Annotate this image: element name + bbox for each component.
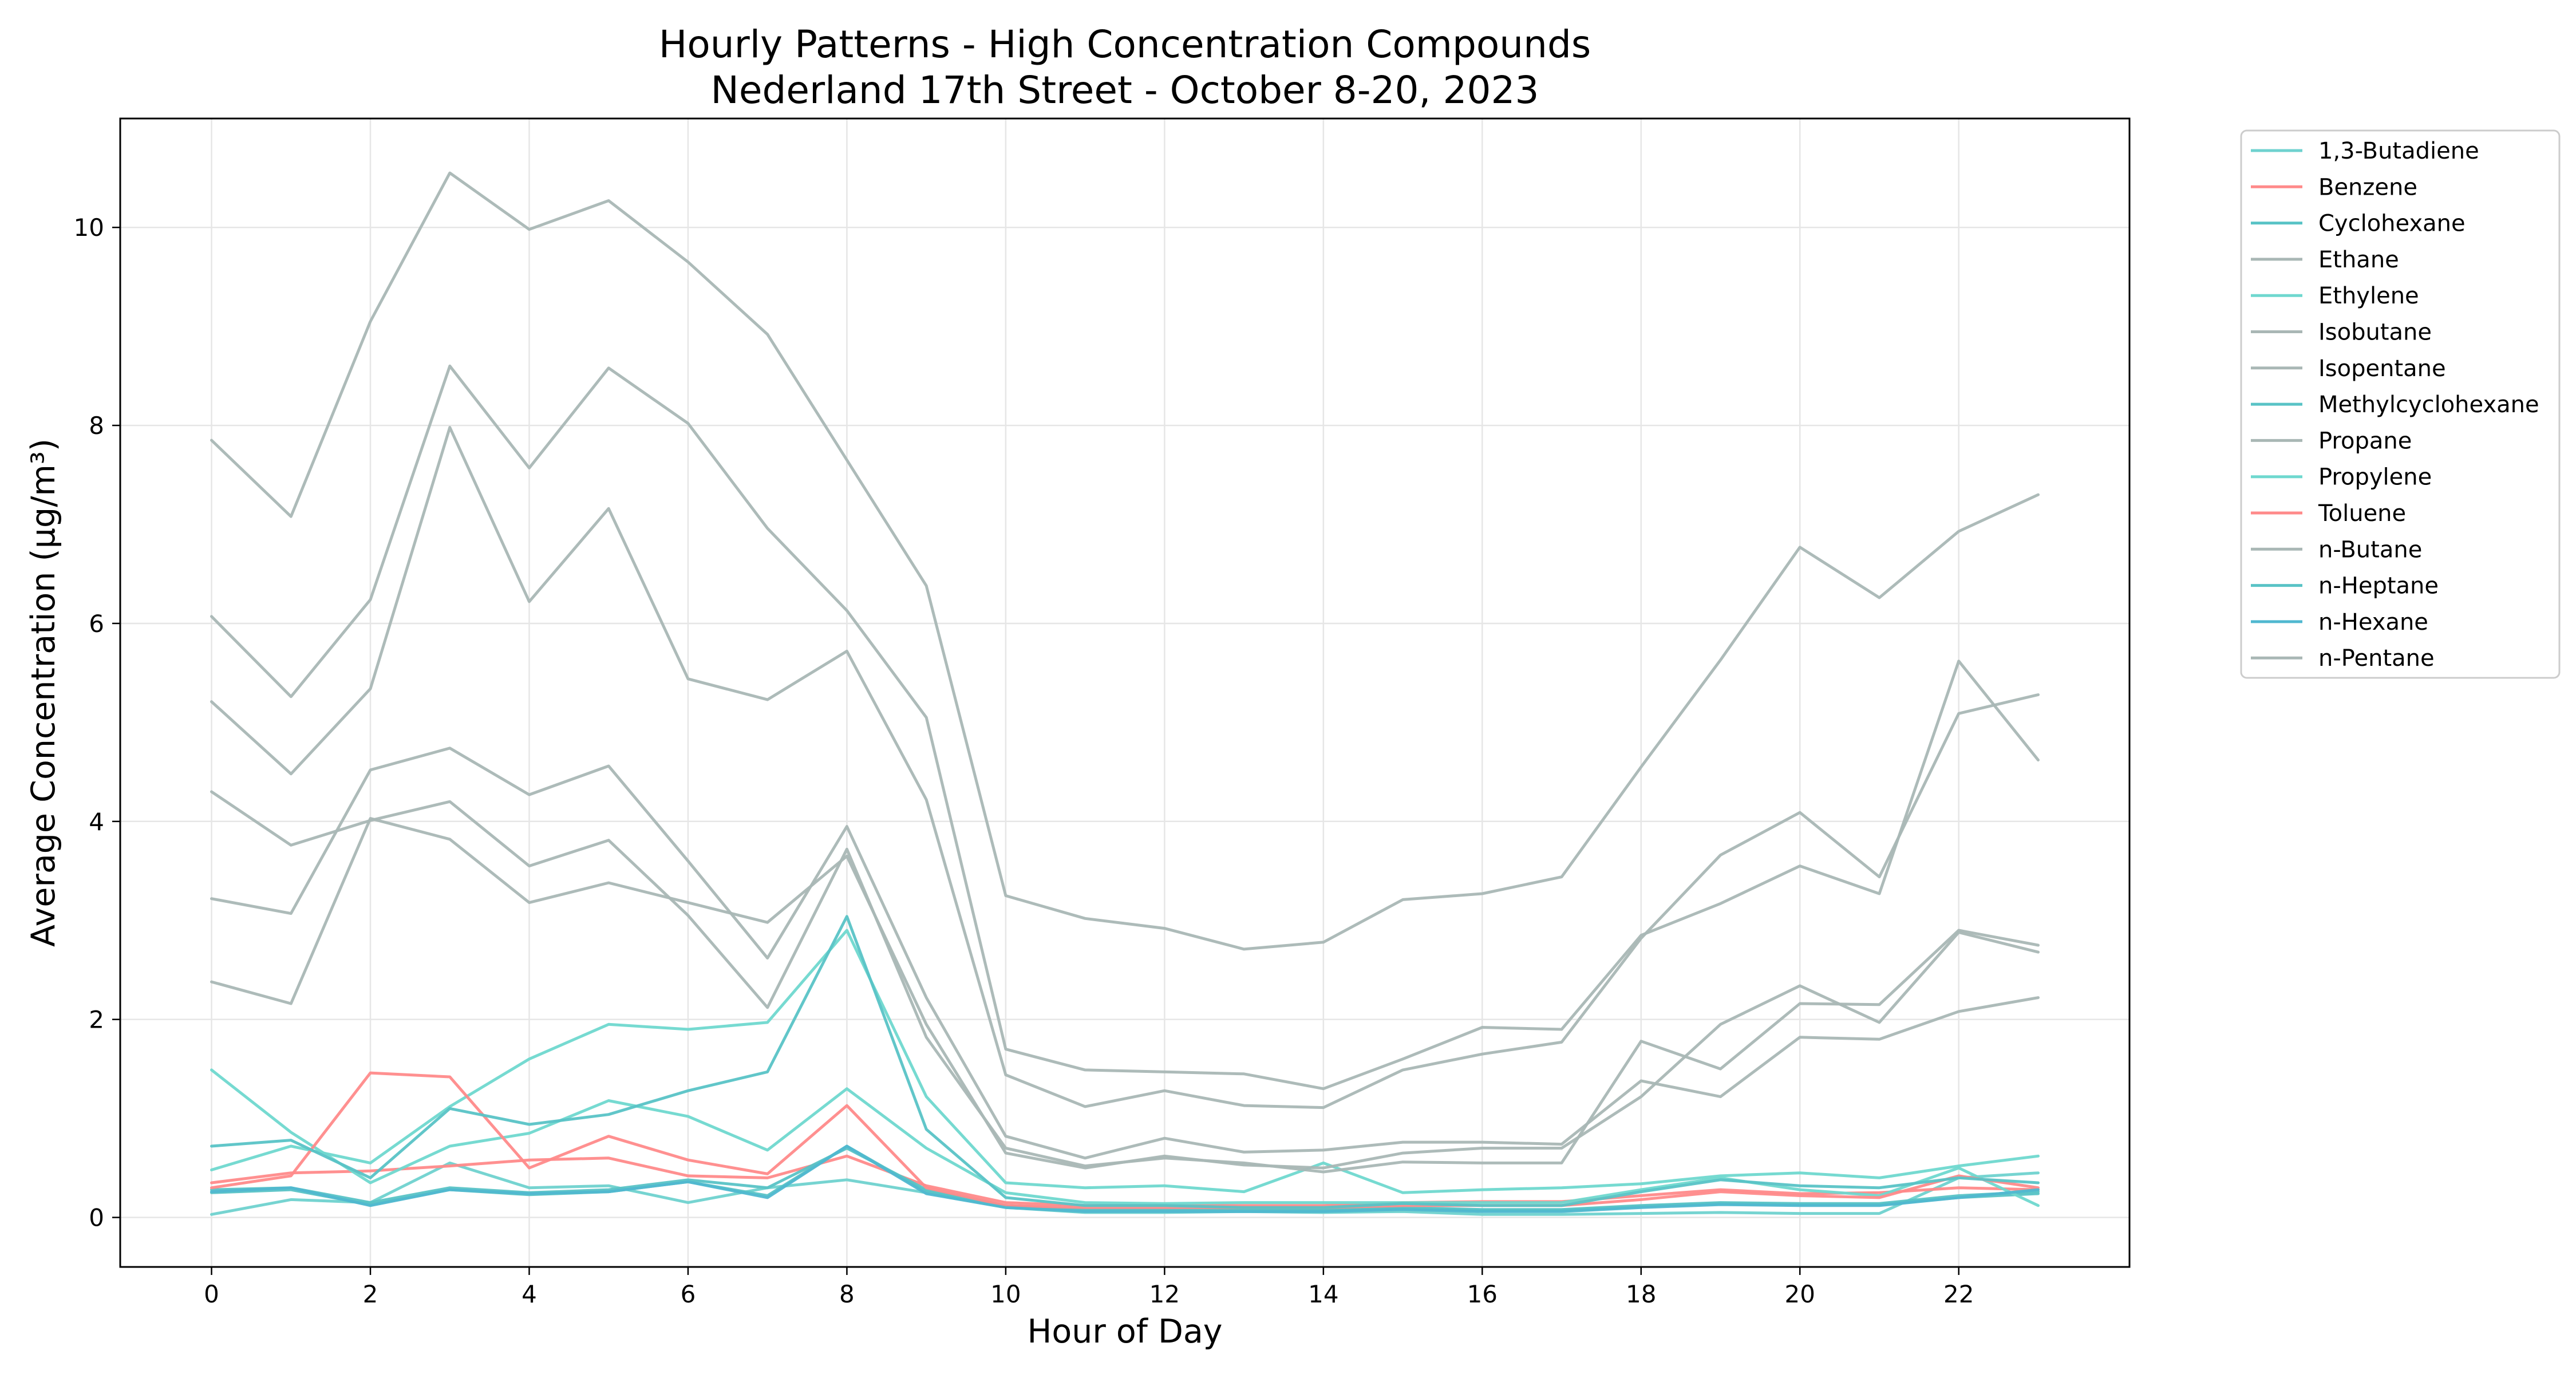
y-tick-label: 6 bbox=[89, 610, 104, 638]
x-tick-label: 2 bbox=[363, 1280, 378, 1308]
legend-label: Propylene bbox=[2318, 464, 2432, 491]
chart-subtitle: Nederland 17th Street - October 8-20, 20… bbox=[711, 68, 1539, 112]
y-tick-label: 8 bbox=[89, 412, 104, 440]
legend-label: n-Butane bbox=[2318, 536, 2422, 563]
series-line-ethylene bbox=[210, 929, 2040, 1194]
legend-label: Isobutane bbox=[2318, 319, 2432, 346]
legend-label: 1,3-Butadiene bbox=[2318, 138, 2479, 164]
series-line-ethane bbox=[210, 171, 2040, 951]
series-line-benzene bbox=[210, 1154, 2040, 1207]
legend-label: Ethylene bbox=[2318, 283, 2419, 309]
x-tick-label: 4 bbox=[521, 1280, 537, 1308]
legend-label: n-Hexane bbox=[2318, 609, 2428, 635]
x-tick-label: 18 bbox=[1626, 1280, 1656, 1308]
legend-label: Toluene bbox=[2318, 500, 2406, 527]
series-line-toluene bbox=[210, 1071, 2040, 1209]
series-line-isopentane bbox=[210, 747, 2040, 1160]
legend-label: n-Pentane bbox=[2318, 645, 2435, 672]
series-line-methylcyclohexane bbox=[210, 1144, 2040, 1212]
legend-label: n-Heptane bbox=[2318, 573, 2439, 599]
x-tick-label: 0 bbox=[204, 1280, 219, 1308]
chart-title-group: Hourly Patterns - High Concentration Com… bbox=[659, 22, 1591, 112]
legend-label: Ethane bbox=[2318, 247, 2399, 273]
series-line-n-hexane bbox=[210, 1144, 2040, 1213]
series-line-n-heptane bbox=[210, 915, 2040, 1209]
x-tick-label: 8 bbox=[839, 1280, 855, 1308]
legend-label: Benzene bbox=[2318, 174, 2417, 200]
x-axis-label: Hour of Day bbox=[1027, 1313, 1222, 1351]
chart-title: Hourly Patterns - High Concentration Com… bbox=[659, 22, 1591, 66]
grid bbox=[120, 119, 2129, 1267]
legend-label: Isopentane bbox=[2318, 356, 2446, 382]
y-tick-label: 2 bbox=[89, 1006, 104, 1034]
x-tick-label: 14 bbox=[1308, 1280, 1338, 1308]
series-line-propane bbox=[210, 364, 2040, 1091]
series-line-propylene bbox=[210, 1068, 2040, 1207]
series-line-cyclohexane bbox=[210, 1147, 2040, 1211]
y-tick-label: 4 bbox=[89, 808, 104, 836]
legend-box bbox=[2240, 129, 2561, 679]
legend-label: Methylcyclohexane bbox=[2318, 392, 2539, 418]
x-tick-label: 20 bbox=[1785, 1280, 1815, 1308]
y-tick-label: 10 bbox=[74, 214, 104, 242]
y-axis-label: Average Concentration (µg/m³) bbox=[25, 439, 62, 947]
series-line-n-pentane bbox=[210, 790, 2040, 1174]
series-line-n-butane bbox=[210, 426, 2040, 1110]
y-tick-label: 0 bbox=[89, 1204, 104, 1232]
legend-label: Cyclohexane bbox=[2318, 211, 2466, 237]
x-tick-label: 16 bbox=[1467, 1280, 1498, 1308]
axis-ticks: 0 2 4 6 8 10 12 14 16 18 20 22 0 2 4 6 8 10 bbox=[74, 214, 1974, 1308]
x-tick-label: 22 bbox=[1943, 1280, 1974, 1308]
legend: 1,3-Butadiene Benzene Cyclohexane Ethane Eth… bbox=[2240, 129, 2561, 679]
legend-label: Propane bbox=[2318, 428, 2412, 454]
series-lines bbox=[210, 171, 2040, 1216]
x-tick-label: 6 bbox=[681, 1280, 696, 1308]
x-tick-label: 12 bbox=[1149, 1280, 1180, 1308]
plot-frame bbox=[119, 117, 2131, 1268]
x-tick-label: 10 bbox=[990, 1280, 1021, 1308]
